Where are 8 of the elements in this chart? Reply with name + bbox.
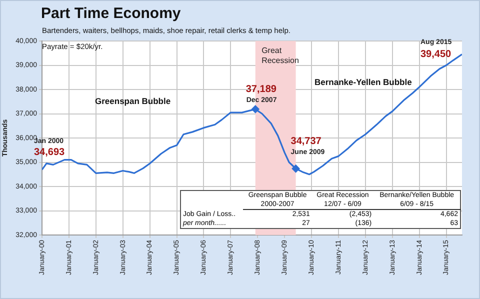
annotation: Greenspan Bubble <box>95 96 171 106</box>
chart-title: Part Time Economy <box>41 5 181 22</box>
annotation: 34,737 <box>290 136 322 147</box>
annotation: 34,693 <box>34 146 65 158</box>
annotation: 37,189 <box>246 84 276 96</box>
annotation: 39,450 <box>420 49 452 60</box>
band-label: Great Recession <box>262 46 300 66</box>
annotation: Bernanke-Yellen Bubble <box>314 77 412 87</box>
